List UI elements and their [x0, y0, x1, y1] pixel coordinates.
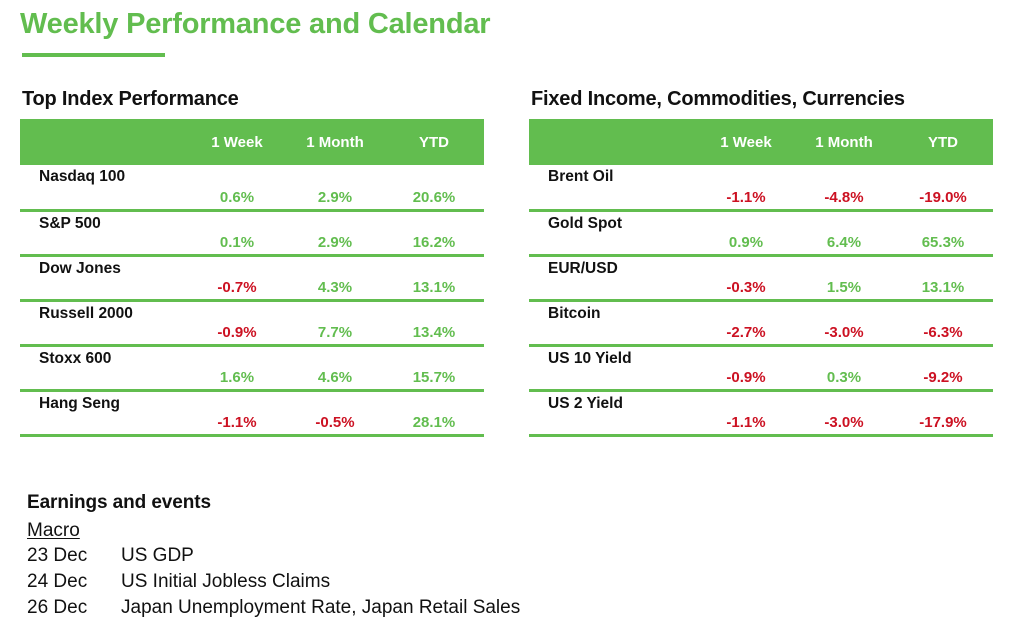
table-title: Top Index Performance	[22, 88, 239, 110]
table-row: US 2 Yield -1.1% -3.0% -17.9%	[529, 390, 993, 437]
cell-ytd: 28.1%	[384, 390, 484, 437]
row-label: US 2 Yield	[529, 390, 697, 437]
cell-1week: -1.1%	[697, 165, 795, 212]
event-description: US GDP	[121, 545, 194, 566]
column-header-1week: 1 Week	[188, 119, 286, 165]
table-row: Russell 2000 -0.9% 7.7% 13.4%	[20, 300, 484, 347]
column-header-name	[20, 119, 188, 165]
events-group-label: Macro	[27, 520, 80, 541]
row-label: Gold Spot	[529, 210, 697, 257]
table-row: Hang Seng -1.1% -0.5% 28.1%	[20, 390, 484, 437]
earnings-and-events-section: Earnings and events Macro 23 Dec US GDP 24 …	[27, 492, 887, 621]
cell-ytd: -6.3%	[893, 300, 993, 347]
cell-ytd: 20.6%	[384, 165, 484, 212]
table-row: US 10 Yield -0.9% 0.3% -9.2%	[529, 345, 993, 392]
cell-ytd: -19.0%	[893, 165, 993, 212]
page-title: Weekly Performance and Calendar	[20, 8, 491, 40]
event-date: 26 Dec	[27, 597, 88, 618]
table-row: Stoxx 600 1.6% 4.6% 15.7%	[20, 345, 484, 392]
column-header-ytd: YTD	[384, 119, 484, 165]
table-title: Fixed Income, Commodities, Currencies	[531, 88, 905, 110]
cell-ytd: -9.2%	[893, 345, 993, 392]
cell-1month: -4.8%	[795, 165, 893, 212]
table-header-row: 1 Week 1 Month YTD	[529, 119, 993, 165]
event-row: 26 Dec Japan Unemployment Rate, Japan Ret…	[27, 595, 887, 621]
cell-1month: 7.7%	[286, 300, 384, 347]
event-row: 23 Dec US GDP	[27, 543, 887, 569]
row-label: Dow Jones	[20, 255, 188, 302]
fixed-income-commodities-currencies-block: Fixed Income, Commodities, Currencies 1 …	[529, 88, 993, 437]
cell-1month: 4.6%	[286, 345, 384, 392]
events-groups-container: Macro 23 Dec US GDP 24 Dec US Initial Jobles…	[27, 520, 887, 621]
table-row: Gold Spot 0.9% 6.4% 65.3%	[529, 210, 993, 257]
table-row: Nasdaq 100 0.6% 2.9% 20.6%	[20, 165, 484, 212]
cell-1week: -0.9%	[697, 345, 795, 392]
cell-ytd: 65.3%	[893, 210, 993, 257]
events-title: Earnings and events	[27, 492, 211, 513]
event-row: 24 Dec US Initial Jobless Claims	[27, 569, 887, 595]
cell-1month: 2.9%	[286, 165, 384, 212]
table-row: S&P 500 0.1% 2.9% 16.2%	[20, 210, 484, 257]
row-label: US 10 Yield	[529, 345, 697, 392]
row-label: Brent Oil	[529, 165, 697, 212]
table-body: Brent Oil -1.1% -4.8% -19.0% Gold Spot 0.9% 6.…	[529, 165, 993, 437]
cell-1month: -3.0%	[795, 300, 893, 347]
cell-ytd: 16.2%	[384, 210, 484, 257]
cell-1month: 0.3%	[795, 345, 893, 392]
cell-1week: -1.1%	[188, 390, 286, 437]
event-date: 23 Dec	[27, 545, 88, 566]
cell-1week: -0.9%	[188, 300, 286, 347]
title-underline-rule	[22, 53, 165, 57]
cell-1week: -1.1%	[697, 390, 795, 437]
cell-ytd: -17.9%	[893, 390, 993, 437]
cell-1week: 0.1%	[188, 210, 286, 257]
cell-1week: 0.9%	[697, 210, 795, 257]
column-header-name	[529, 119, 697, 165]
cell-1month: 2.9%	[286, 210, 384, 257]
row-label: Nasdaq 100	[20, 165, 188, 212]
cell-ytd: 13.1%	[893, 255, 993, 302]
cell-ytd: 15.7%	[384, 345, 484, 392]
cell-1month: -3.0%	[795, 390, 893, 437]
table-row: Bitcoin -2.7% -3.0% -6.3%	[529, 300, 993, 347]
event-description: Japan Unemployment Rate, Japan Retail Sa…	[121, 597, 521, 618]
cell-1month: -0.5%	[286, 390, 384, 437]
cell-1week: -0.7%	[188, 255, 286, 302]
event-date: 24 Dec	[27, 571, 88, 592]
cell-ytd: 13.4%	[384, 300, 484, 347]
table-row: Brent Oil -1.1% -4.8% -19.0%	[529, 165, 993, 212]
row-label: Bitcoin	[529, 300, 697, 347]
column-header-1month: 1 Month	[795, 119, 893, 165]
top-index-performance-block: Top Index Performance 1 Week 1 Month YTD…	[20, 88, 484, 437]
table-row: EUR/USD -0.3% 1.5% 13.1%	[529, 255, 993, 302]
cell-1month: 1.5%	[795, 255, 893, 302]
row-label: EUR/USD	[529, 255, 697, 302]
event-description: US Initial Jobless Claims	[121, 571, 331, 592]
cell-1week: -2.7%	[697, 300, 795, 347]
cell-1week: 1.6%	[188, 345, 286, 392]
column-header-ytd: YTD	[893, 119, 993, 165]
cell-1week: 0.6%	[188, 165, 286, 212]
column-header-1month: 1 Month	[286, 119, 384, 165]
table-row: Dow Jones -0.7% 4.3% 13.1%	[20, 255, 484, 302]
cell-1week: -0.3%	[697, 255, 795, 302]
performance-table: 1 Week 1 Month YTD Nasdaq 100 0.6% 2.9% 20.…	[20, 119, 484, 437]
row-label: Russell 2000	[20, 300, 188, 347]
column-header-1week: 1 Week	[697, 119, 795, 165]
row-label: Hang Seng	[20, 390, 188, 437]
table-header-row: 1 Week 1 Month YTD	[20, 119, 484, 165]
cell-1month: 4.3%	[286, 255, 384, 302]
performance-table: 1 Week 1 Month YTD Brent Oil -1.1% -4.8% -1…	[529, 119, 993, 437]
events-group: Macro 23 Dec US GDP 24 Dec US Initial Jobles…	[27, 520, 887, 621]
cell-ytd: 13.1%	[384, 255, 484, 302]
row-label: S&P 500	[20, 210, 188, 257]
table-body: Nasdaq 100 0.6% 2.9% 20.6% S&P 500 0.1% 2.9% 16…	[20, 165, 484, 437]
row-label: Stoxx 600	[20, 345, 188, 392]
cell-1month: 6.4%	[795, 210, 893, 257]
